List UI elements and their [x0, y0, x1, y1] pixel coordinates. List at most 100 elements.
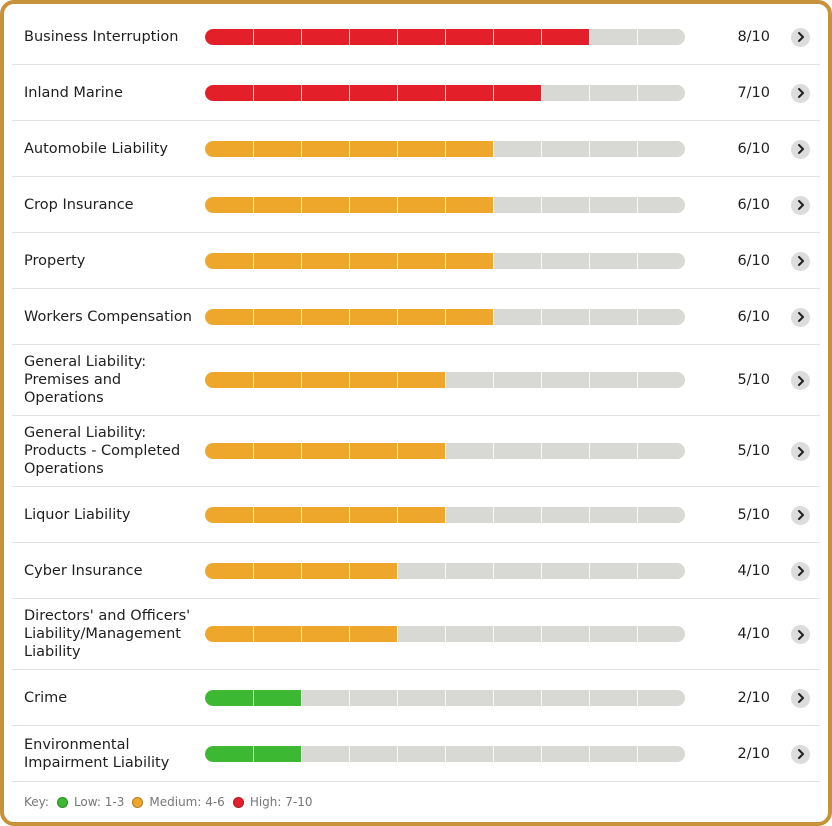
risk-row[interactable]: Cyber Insurance 4/10 — [12, 543, 820, 599]
bar-segment-divider — [589, 372, 590, 388]
bar-segment-divider — [637, 308, 638, 325]
bar-segment-divider — [445, 372, 446, 388]
bar-segment-divider — [349, 689, 350, 706]
risk-score-bar — [205, 745, 685, 762]
risk-label: Crime — [24, 670, 196, 725]
bar-segment-divider — [493, 506, 494, 523]
risk-row[interactable]: Crop Insurance 6/10 — [12, 177, 820, 233]
chevron-right-icon[interactable] — [791, 688, 810, 708]
bar-segment-divider — [253, 745, 254, 762]
bar-segment-divider — [541, 372, 542, 388]
chevron-right-icon[interactable] — [791, 744, 810, 764]
risk-score-fill — [205, 372, 445, 388]
risk-score-text: 6/10 — [737, 252, 770, 269]
bar-segment-divider — [541, 562, 542, 579]
bar-segment-divider — [637, 506, 638, 523]
bar-segment-divider — [301, 252, 302, 269]
bar-segment-divider — [637, 745, 638, 762]
risk-score-bar — [205, 140, 685, 157]
risk-label: General Liability: Products - Completed Op… — [24, 416, 196, 486]
chevron-right-icon[interactable] — [791, 27, 810, 47]
risk-row[interactable]: Inland Marine 7/10 — [12, 65, 820, 121]
bar-segment-divider — [541, 196, 542, 213]
bar-segment-divider — [493, 84, 494, 101]
risk-label-line: Impairment Liability — [24, 754, 170, 771]
bar-segment-divider — [397, 443, 398, 459]
risk-label: Environmental Impairment Liability — [24, 726, 196, 781]
risk-label-line: Products - Completed — [24, 443, 181, 459]
risk-row[interactable]: Workers Compensation 6/10 — [12, 289, 820, 345]
bar-segment-divider — [349, 506, 350, 523]
bar-segment-divider — [541, 252, 542, 269]
risk-label: Inland Marine — [24, 65, 196, 120]
bar-segment-divider — [397, 196, 398, 213]
bar-segment-divider — [253, 689, 254, 706]
risk-row[interactable]: Property 6/10 — [12, 233, 820, 289]
bar-segment-divider — [637, 689, 638, 706]
bar-segment-divider — [589, 308, 590, 325]
legend-key: Key: Low: 1-3 Medium: 4-6 High: 7-10 — [24, 795, 313, 809]
bar-segment-divider — [637, 28, 638, 45]
bar-segment-divider — [637, 196, 638, 213]
chevron-right-icon[interactable] — [791, 195, 810, 215]
risk-score-bar — [205, 28, 685, 45]
bar-segment-divider — [349, 745, 350, 762]
bar-segment-divider — [445, 84, 446, 101]
bar-segment-divider — [589, 28, 590, 45]
bar-segment-divider — [493, 140, 494, 157]
bar-segment-divider — [589, 506, 590, 523]
bar-segment-divider — [397, 626, 398, 642]
bar-segment-divider — [445, 562, 446, 579]
bar-segment-divider — [589, 745, 590, 762]
chevron-right-icon[interactable] — [791, 251, 810, 271]
chevron-right-icon[interactable] — [791, 625, 810, 644]
chevron-right-icon[interactable] — [791, 307, 810, 327]
chevron-right-icon[interactable] — [791, 442, 810, 461]
risk-row[interactable]: General Liability: Products - Completed Op… — [12, 416, 820, 487]
risk-row[interactable]: General Liability: Premises and Operations… — [12, 345, 820, 416]
bar-segment-divider — [541, 689, 542, 706]
key-dot-icon — [56, 796, 68, 808]
bar-segment-divider — [541, 28, 542, 45]
risk-row[interactable]: Automobile Liability 6/10 — [12, 121, 820, 177]
bar-segment-divider — [493, 745, 494, 762]
chevron-right-icon[interactable] — [791, 371, 810, 390]
chevron-right-icon[interactable] — [791, 561, 810, 581]
risk-score-fill — [205, 506, 445, 523]
chevron-right-icon[interactable] — [791, 83, 810, 103]
risk-row[interactable]: Environmental Impairment Liability 2/10 — [12, 726, 820, 782]
bar-segment-divider — [253, 443, 254, 459]
risk-score-bar — [205, 626, 685, 642]
risk-label: Cyber Insurance — [24, 543, 196, 598]
risk-row[interactable]: Crime 2/10 — [12, 670, 820, 726]
risk-label-line: Liquor Liability — [24, 506, 131, 523]
risk-score-bar — [205, 84, 685, 101]
bar-segment-divider — [349, 562, 350, 579]
risk-label-line: Inland Marine — [24, 84, 123, 101]
risk-score-fill — [205, 84, 541, 101]
bar-segment-divider — [493, 28, 494, 45]
risk-label-line: General Liability: — [24, 354, 147, 370]
risk-score-bar — [205, 252, 685, 269]
bar-segment-divider — [349, 252, 350, 269]
bar-segment-divider — [253, 252, 254, 269]
bar-segment-divider — [541, 140, 542, 157]
bar-segment-divider — [445, 196, 446, 213]
risk-row[interactable]: Liquor Liability 5/10 — [12, 487, 820, 543]
risk-label: Crop Insurance — [24, 177, 196, 232]
risk-row[interactable]: Directors' and Officers' Liability/Manage… — [12, 599, 820, 670]
bar-segment-divider — [253, 196, 254, 213]
bar-segment-divider — [397, 252, 398, 269]
chevron-right-icon[interactable] — [791, 139, 810, 159]
bar-segment-divider — [637, 443, 638, 459]
risk-label-line: Liability — [24, 644, 81, 660]
chevron-right-icon[interactable] — [791, 505, 810, 525]
risk-score-bar — [205, 443, 685, 459]
risk-score-text: 2/10 — [737, 689, 770, 706]
risk-label-line: Crop Insurance — [24, 196, 134, 213]
risk-label: Workers Compensation — [24, 289, 196, 344]
risk-row[interactable]: Business Interruption 8/10 — [12, 9, 820, 65]
bar-segment-divider — [541, 506, 542, 523]
bar-segment-divider — [637, 626, 638, 642]
